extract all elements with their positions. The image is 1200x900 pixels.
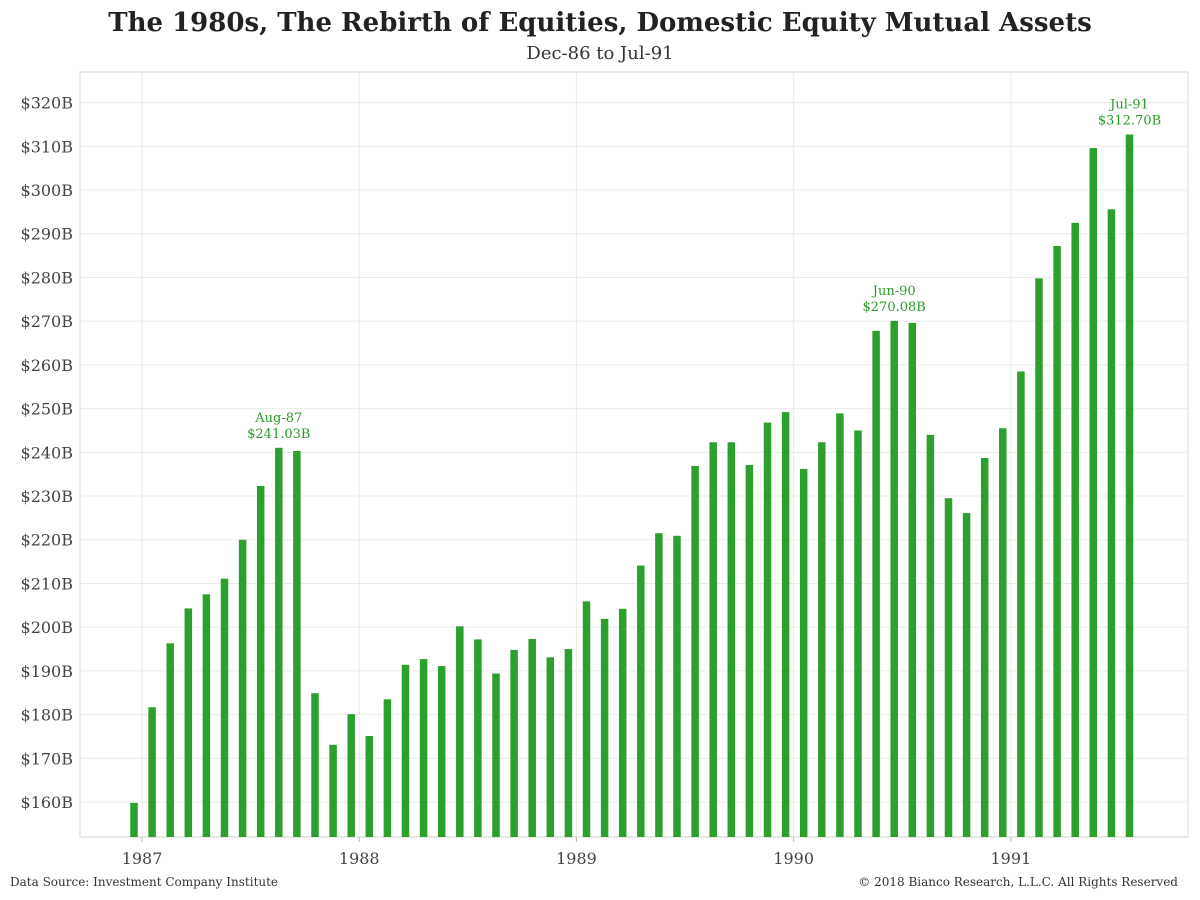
bar: Mar-91 <box>1053 245 1061 838</box>
bars: Dec-86 Jan-87 Feb-87 Mar-87 Apr-87 May-87 Jun-… <box>130 134 1134 838</box>
bar: Jun-90 <box>890 320 898 837</box>
bar: Aug-88 <box>492 673 500 837</box>
x-tick-label: 1991 <box>990 849 1031 868</box>
bar: Jan-88 <box>365 736 374 837</box>
bar: Aug-87 <box>275 447 283 837</box>
bar: Sep-90 <box>944 498 953 837</box>
bar: Oct-89 <box>745 464 754 837</box>
bar: Nov-87 <box>329 744 337 837</box>
annotation-label: Aug-87 <box>254 411 302 426</box>
y-tick-label: $270B <box>21 312 73 331</box>
bar: Nov-88 <box>546 657 555 837</box>
x-axis: 1987 1988 1989 1990 1991 <box>80 836 1188 868</box>
chart-subtitle: Dec-86 to Jul-91 <box>526 43 674 64</box>
bar: Jan-91 <box>1017 371 1025 837</box>
bar: Apr-90 <box>854 430 862 837</box>
y-tick-label: $170B <box>21 749 73 768</box>
bar: Jul-91 <box>1125 134 1134 838</box>
bar: Dec-88 <box>564 649 573 837</box>
x-tick-label: 1988 <box>339 849 380 868</box>
bar: Apr-88 <box>419 659 428 837</box>
data-source: Data Source: Investment Company Institut… <box>10 875 279 889</box>
bar: Dec-86 <box>130 802 138 837</box>
bar: May-88 <box>437 666 446 837</box>
y-tick-label: $310B <box>21 137 73 156</box>
bar: Feb-90 <box>818 442 826 837</box>
bar: Jun-91 <box>1107 209 1116 837</box>
bar: Jul-88 <box>474 639 482 837</box>
y-tick-label: $290B <box>21 225 73 244</box>
bar: Feb-87 <box>166 643 174 837</box>
y-axis: $160B $170B $180B $190B $200B $210B $220B $230B… <box>21 94 73 812</box>
bar: Sep-89 <box>727 442 736 837</box>
copyright: © 2018 Bianco Research, L.L.C. All Right… <box>858 875 1178 889</box>
bar: Nov-89 <box>763 422 772 837</box>
y-tick-label: $240B <box>21 443 73 462</box>
bar: Mar-88 <box>401 664 410 837</box>
bar: May-89 <box>655 533 663 837</box>
annotation-label: Jun-90 <box>871 284 916 299</box>
bar: Jan-87 <box>148 707 156 837</box>
bar: Aug-89 <box>709 442 717 837</box>
bar: Dec-89 <box>781 412 790 837</box>
bar: Feb-89 <box>600 618 609 837</box>
x-tick-label: 1987 <box>122 849 163 868</box>
bar: Dec-90 <box>999 428 1007 837</box>
bar: Mar-90 <box>836 413 844 837</box>
bar: Oct-90 <box>962 513 971 837</box>
bar: Feb-88 <box>383 699 392 837</box>
annotation-label: Jul-91 <box>1108 98 1149 113</box>
y-tick-label: $180B <box>21 706 73 725</box>
y-tick-label: $250B <box>21 400 73 419</box>
y-tick-label: $230B <box>21 487 73 506</box>
bar: Mar-89 <box>618 608 627 837</box>
bar: Apr-87 <box>202 594 211 837</box>
bar: Jun-88 <box>456 626 464 837</box>
bar: Jun-89 <box>673 535 681 837</box>
bar: Jan-90 <box>799 468 808 837</box>
y-tick-label: $300B <box>21 181 73 200</box>
y-tick-label: $190B <box>21 662 73 681</box>
bar: May-91 <box>1089 148 1098 837</box>
bar: May-87 <box>220 578 229 837</box>
bar: Feb-91 <box>1035 278 1043 837</box>
bar: Jul-89 <box>691 465 699 837</box>
bar: Oct-87 <box>311 693 319 837</box>
y-tick-label: $210B <box>21 574 73 593</box>
y-tick-label: $320B <box>21 94 73 113</box>
y-tick-label: $260B <box>21 356 73 375</box>
bar: Jul-90 <box>908 322 917 837</box>
annotations: Aug-87$241.03B Jun-90$270.08B Jul-91$312.7… <box>247 98 1161 442</box>
bar: Dec-87 <box>347 714 355 837</box>
annotation-value: $312.70B <box>1098 114 1161 129</box>
annotation-value: $270.08B <box>863 300 926 315</box>
y-tick-label: $160B <box>21 793 73 812</box>
bar: Jun-87 <box>238 539 247 837</box>
bar: Oct-88 <box>528 638 536 837</box>
bar: Mar-87 <box>184 608 193 837</box>
y-tick-label: $220B <box>21 531 73 550</box>
y-tick-label: $280B <box>21 268 73 287</box>
annotation-value: $241.03B <box>247 427 310 442</box>
bar: May-90 <box>872 330 880 837</box>
bar: Apr-91 <box>1071 222 1079 838</box>
x-tick-label: 1990 <box>773 849 814 868</box>
y-tick-label: $200B <box>21 618 73 637</box>
bar: Jul-87 <box>256 485 265 837</box>
bar: Apr-89 <box>637 565 645 837</box>
bar: Sep-88 <box>510 649 518 837</box>
chart-title: The 1980s, The Rebirth of Equities, Dome… <box>108 8 1092 38</box>
x-tick-label: 1989 <box>556 849 597 868</box>
bar: Aug-90 <box>926 434 935 837</box>
bar: Nov-90 <box>980 457 989 837</box>
bar: Jan-89 <box>582 601 591 837</box>
bar: Sep-87 <box>293 451 301 837</box>
